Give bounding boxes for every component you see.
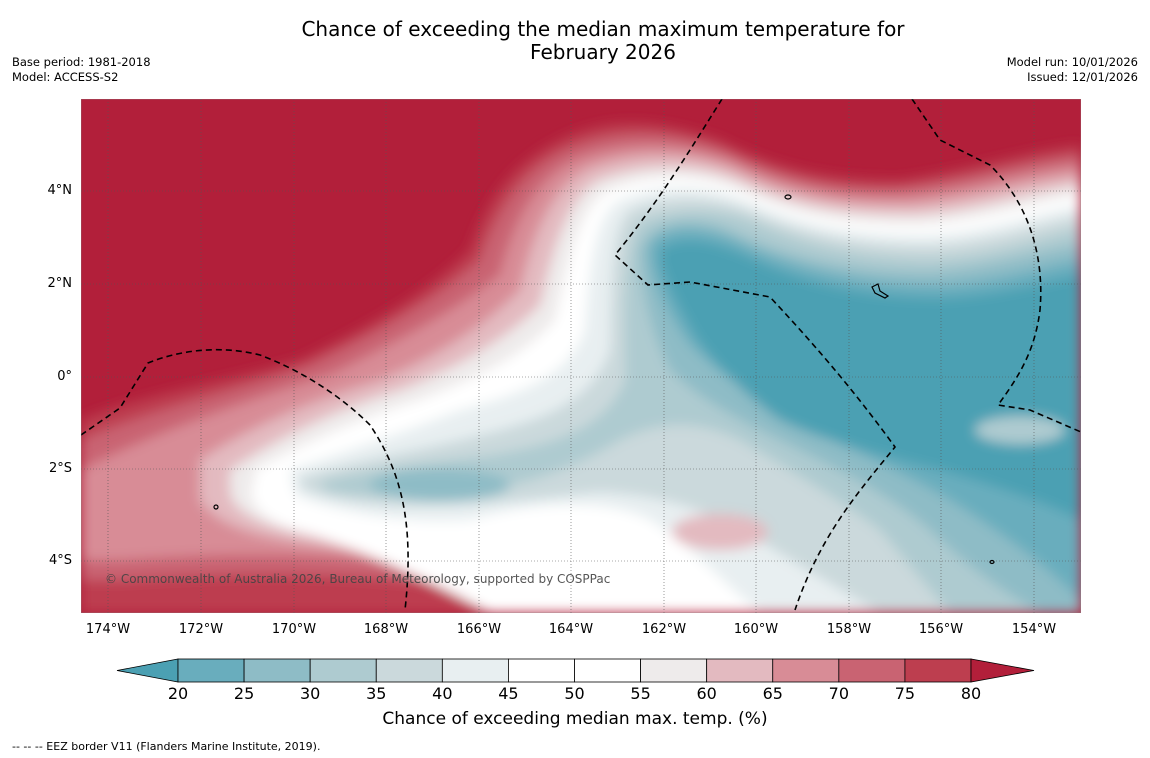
copyright-notice: © Commonwealth of Australia 2026, Bureau… (105, 572, 611, 586)
colorbar-segment (904, 658, 972, 683)
lat-label: 4°S (48, 553, 72, 568)
eez-footnote: -- -- -- EEZ border V11 (Flanders Marine… (12, 740, 321, 753)
meta-right: Model run: 10/01/2026 Issued: 12/01/2026 (1007, 55, 1138, 85)
lon-label: 166°W (456, 622, 502, 637)
colorbar-tick-label: 40 (432, 684, 453, 703)
map-field (81, 99, 1081, 613)
islands (213, 194, 995, 565)
colorbar-segment (838, 658, 906, 683)
lon-label: 158°W (826, 622, 872, 637)
colorbar-segment (243, 658, 311, 683)
band-below-20 (660, 240, 1081, 520)
lon-label: 168°W (363, 622, 409, 637)
lon-label: 160°W (733, 622, 779, 637)
title-line-2: February 2026 (530, 40, 676, 64)
colorbar-segment (640, 658, 708, 683)
title-line-1: Chance of exceeding the median maximum t… (301, 17, 905, 41)
model-run: Model run: 10/01/2026 (1006, 55, 1138, 69)
colorbar-tick-label: 70 (828, 684, 849, 703)
cool-patch-east (975, 416, 1065, 444)
cool-patch-south (370, 469, 510, 501)
colorbar-tick-label: 60 (696, 684, 717, 703)
lat-label: 0° (57, 369, 72, 384)
colorbar-extend-high (970, 658, 1035, 683)
eez-borders (81, 99, 1081, 611)
lat-label: 4°N (47, 183, 73, 198)
model-name: Model: ACCESS-S2 (12, 70, 119, 84)
colorbar-tick-label: 25 (233, 684, 255, 703)
lon-label: 172°W (178, 622, 224, 637)
colorbar-tick-label: 55 (630, 684, 651, 703)
colorbar-tick-label: 35 (366, 684, 387, 703)
lon-label: 170°W (271, 622, 317, 637)
colorbar-tick-label: 20 (167, 684, 189, 703)
lon-label: 156°W (918, 622, 964, 637)
lon-label: 174°W (85, 622, 131, 637)
colorbar-segment (441, 658, 509, 683)
colorbar-segment (375, 658, 443, 683)
colorbar-segment (772, 658, 840, 683)
colorbar-segment (574, 658, 641, 683)
colorbar-tick-label: 80 (960, 684, 982, 703)
colorbar-extend-low (116, 658, 179, 683)
map-title: Chance of exceeding the median maximum t… (200, 18, 1006, 64)
colorbar-title: Chance of exceeding median max. temp. (%… (382, 709, 768, 729)
colorbar-tick-label: 45 (498, 684, 519, 703)
issued-date: Issued: 12/01/2026 (1027, 70, 1138, 84)
base-period: Base period: 1981-2018 (12, 55, 151, 69)
lat-label: 2°N (47, 276, 73, 291)
meta-left: Base period: 1981-2018 Model: ACCESS-S2 (12, 55, 151, 85)
lon-label: 162°W (641, 622, 687, 637)
colorbar-segment (508, 658, 575, 683)
lon-label: 164°W (548, 622, 594, 637)
colorbar-segment (706, 658, 774, 683)
warm-patch-south (672, 514, 768, 550)
colorbar-tick-label: 30 (299, 684, 321, 703)
lon-label: 154°W (1011, 622, 1057, 637)
colorbar-tick-label: 50 (564, 684, 585, 703)
lat-label: 2°S (48, 461, 72, 476)
colorbar-tick-label: 75 (894, 684, 916, 703)
colorbar-tick-label: 65 (762, 684, 783, 703)
colorbar (116, 658, 1035, 683)
colorbar-segment (177, 658, 245, 683)
colorbar-segment (309, 658, 377, 683)
